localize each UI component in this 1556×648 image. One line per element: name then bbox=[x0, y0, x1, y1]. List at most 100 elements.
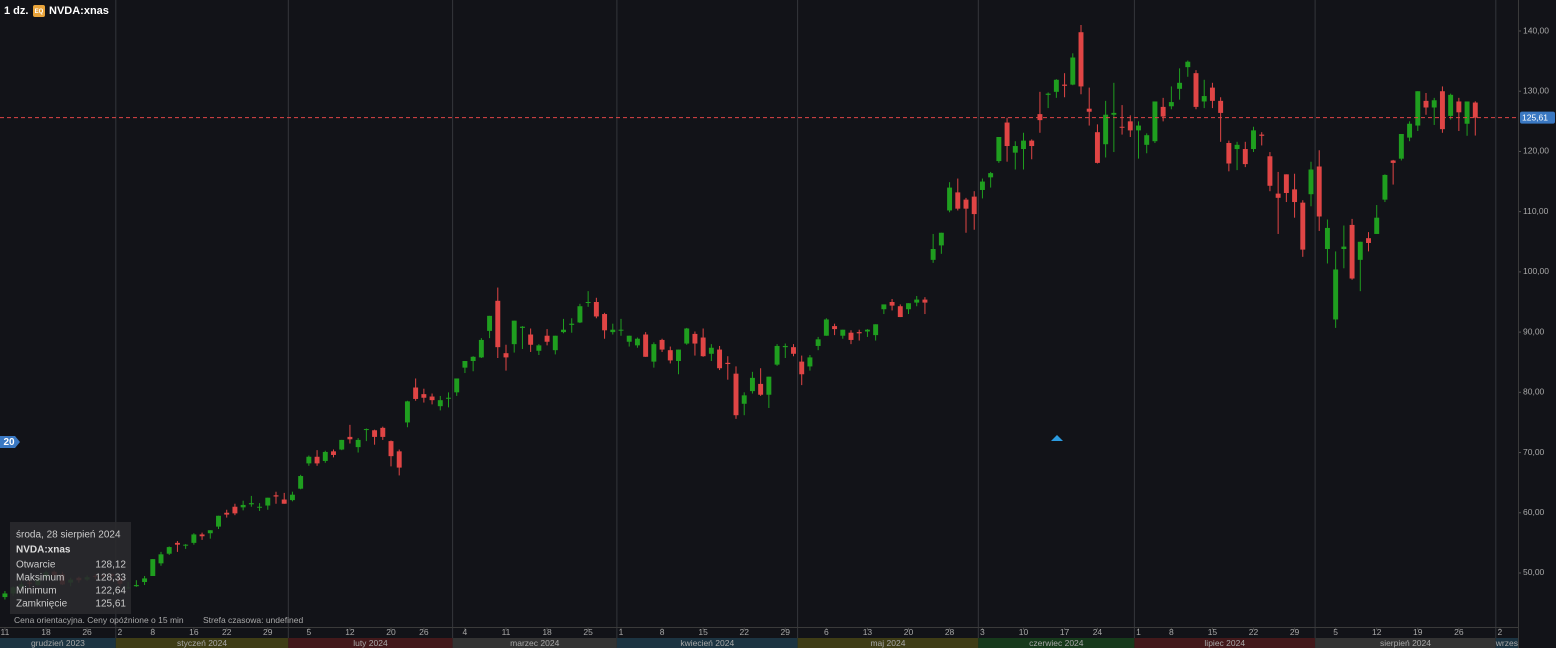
month-band bbox=[1495, 638, 1518, 648]
candle-body bbox=[1177, 82, 1183, 89]
tooltip-row-value: 128,33 bbox=[95, 573, 126, 584]
candle-body bbox=[1234, 144, 1240, 150]
candle-body bbox=[1308, 169, 1314, 195]
candle-body bbox=[1374, 217, 1380, 234]
candle-body bbox=[1226, 143, 1232, 164]
candle-body bbox=[183, 544, 189, 546]
month-band bbox=[0, 638, 116, 648]
tooltip-row-value: 122,64 bbox=[95, 586, 126, 597]
symbol: NVDA:xnas bbox=[49, 5, 109, 17]
candle-body bbox=[1242, 149, 1248, 165]
candle-body bbox=[478, 339, 484, 358]
candle-body bbox=[585, 301, 591, 303]
candle-body bbox=[676, 349, 681, 362]
candle-body bbox=[1251, 130, 1256, 150]
candle-body bbox=[577, 306, 583, 323]
candle-body bbox=[289, 494, 295, 501]
candle-body bbox=[388, 441, 394, 457]
candle-body bbox=[339, 439, 345, 450]
candle-body bbox=[832, 326, 838, 330]
candle-body bbox=[372, 430, 378, 437]
y-tick-label: 140,00 bbox=[1523, 25, 1549, 35]
candle-body bbox=[240, 504, 246, 508]
candle-body bbox=[971, 196, 977, 215]
x-tick-label: 8 bbox=[150, 627, 155, 637]
candle-body bbox=[914, 299, 920, 303]
candle-body bbox=[487, 315, 493, 331]
x-tick-label: 29 bbox=[263, 627, 273, 637]
footer-timezone: Strefa czasowa: undefined bbox=[203, 615, 303, 625]
candle-body bbox=[1004, 122, 1010, 147]
candle-body bbox=[873, 324, 879, 336]
x-tick-label: 25 bbox=[583, 627, 593, 637]
month-label: styczeń 2024 bbox=[177, 638, 227, 648]
candle-body bbox=[207, 530, 213, 534]
candle-body bbox=[1152, 101, 1158, 142]
candle-body bbox=[774, 345, 780, 365]
candle-body bbox=[651, 344, 657, 362]
tooltip-row-value: 125,61 bbox=[95, 599, 126, 610]
candle-body bbox=[659, 339, 665, 350]
candle-body bbox=[799, 361, 805, 375]
candle-body bbox=[1382, 174, 1388, 200]
tooltip: środa, 28 sierpień 2024 NVDA:xnas Otwarc… bbox=[10, 522, 131, 614]
candle-body bbox=[1407, 123, 1413, 138]
candle-body bbox=[306, 456, 312, 464]
x-tick-label: 4 bbox=[463, 627, 468, 637]
tooltip-row-label: Otwarcie bbox=[16, 560, 56, 571]
month-label: grudzień 2023 bbox=[31, 638, 85, 648]
candle-body bbox=[150, 559, 156, 576]
x-tick-label: 26 bbox=[419, 627, 429, 637]
candle-body bbox=[273, 495, 279, 497]
candle-body bbox=[1127, 121, 1133, 131]
candle-body bbox=[610, 329, 616, 333]
candle-body bbox=[848, 332, 854, 340]
month-label: maj 2024 bbox=[870, 638, 905, 648]
candle-body bbox=[1464, 101, 1470, 124]
candle-body bbox=[1275, 193, 1281, 198]
candle-body bbox=[1456, 101, 1462, 113]
candle-body bbox=[503, 353, 509, 358]
x-tick-label: 15 bbox=[1208, 627, 1218, 637]
candle-body bbox=[988, 173, 994, 178]
month-label: kwiecień 2024 bbox=[680, 638, 734, 648]
candle-body bbox=[717, 349, 723, 369]
candle-body bbox=[741, 395, 747, 404]
candle-body bbox=[257, 506, 263, 508]
month-label: marzec 2024 bbox=[510, 638, 559, 648]
candle-body bbox=[733, 373, 739, 416]
candle-body bbox=[191, 534, 197, 543]
candle-body bbox=[462, 361, 468, 368]
x-tick-label: 18 bbox=[542, 627, 552, 637]
candle-body bbox=[906, 303, 911, 310]
candle-body bbox=[396, 451, 402, 468]
candle-body bbox=[1439, 91, 1445, 130]
candle-body bbox=[725, 362, 731, 365]
candle-body bbox=[807, 357, 813, 367]
tooltip-row-label: Minimum bbox=[16, 586, 57, 597]
x-tick-label: 20 bbox=[386, 627, 396, 637]
candle-body bbox=[700, 337, 706, 357]
candle-body bbox=[1366, 238, 1371, 243]
candle-body bbox=[1357, 241, 1363, 260]
y-tick-label: 60,00 bbox=[1523, 507, 1545, 517]
candle-body bbox=[569, 323, 575, 325]
candle-body bbox=[1012, 146, 1018, 153]
candle-body bbox=[938, 232, 944, 246]
x-tick-label: 2 bbox=[118, 627, 123, 637]
x-tick-label: 1 bbox=[1136, 627, 1141, 637]
candle-body bbox=[634, 338, 640, 346]
candle-body bbox=[1300, 202, 1306, 250]
candle-body bbox=[495, 300, 501, 348]
x-tick-label: 15 bbox=[698, 627, 708, 637]
candle-body bbox=[1029, 140, 1035, 147]
candle-body bbox=[1267, 156, 1273, 186]
candle-body bbox=[1111, 112, 1117, 115]
candle-body bbox=[281, 499, 287, 504]
month-band bbox=[452, 638, 617, 648]
candle-body bbox=[224, 512, 230, 515]
candle-body bbox=[692, 333, 698, 344]
y-tick-label: 100,00 bbox=[1523, 266, 1549, 276]
